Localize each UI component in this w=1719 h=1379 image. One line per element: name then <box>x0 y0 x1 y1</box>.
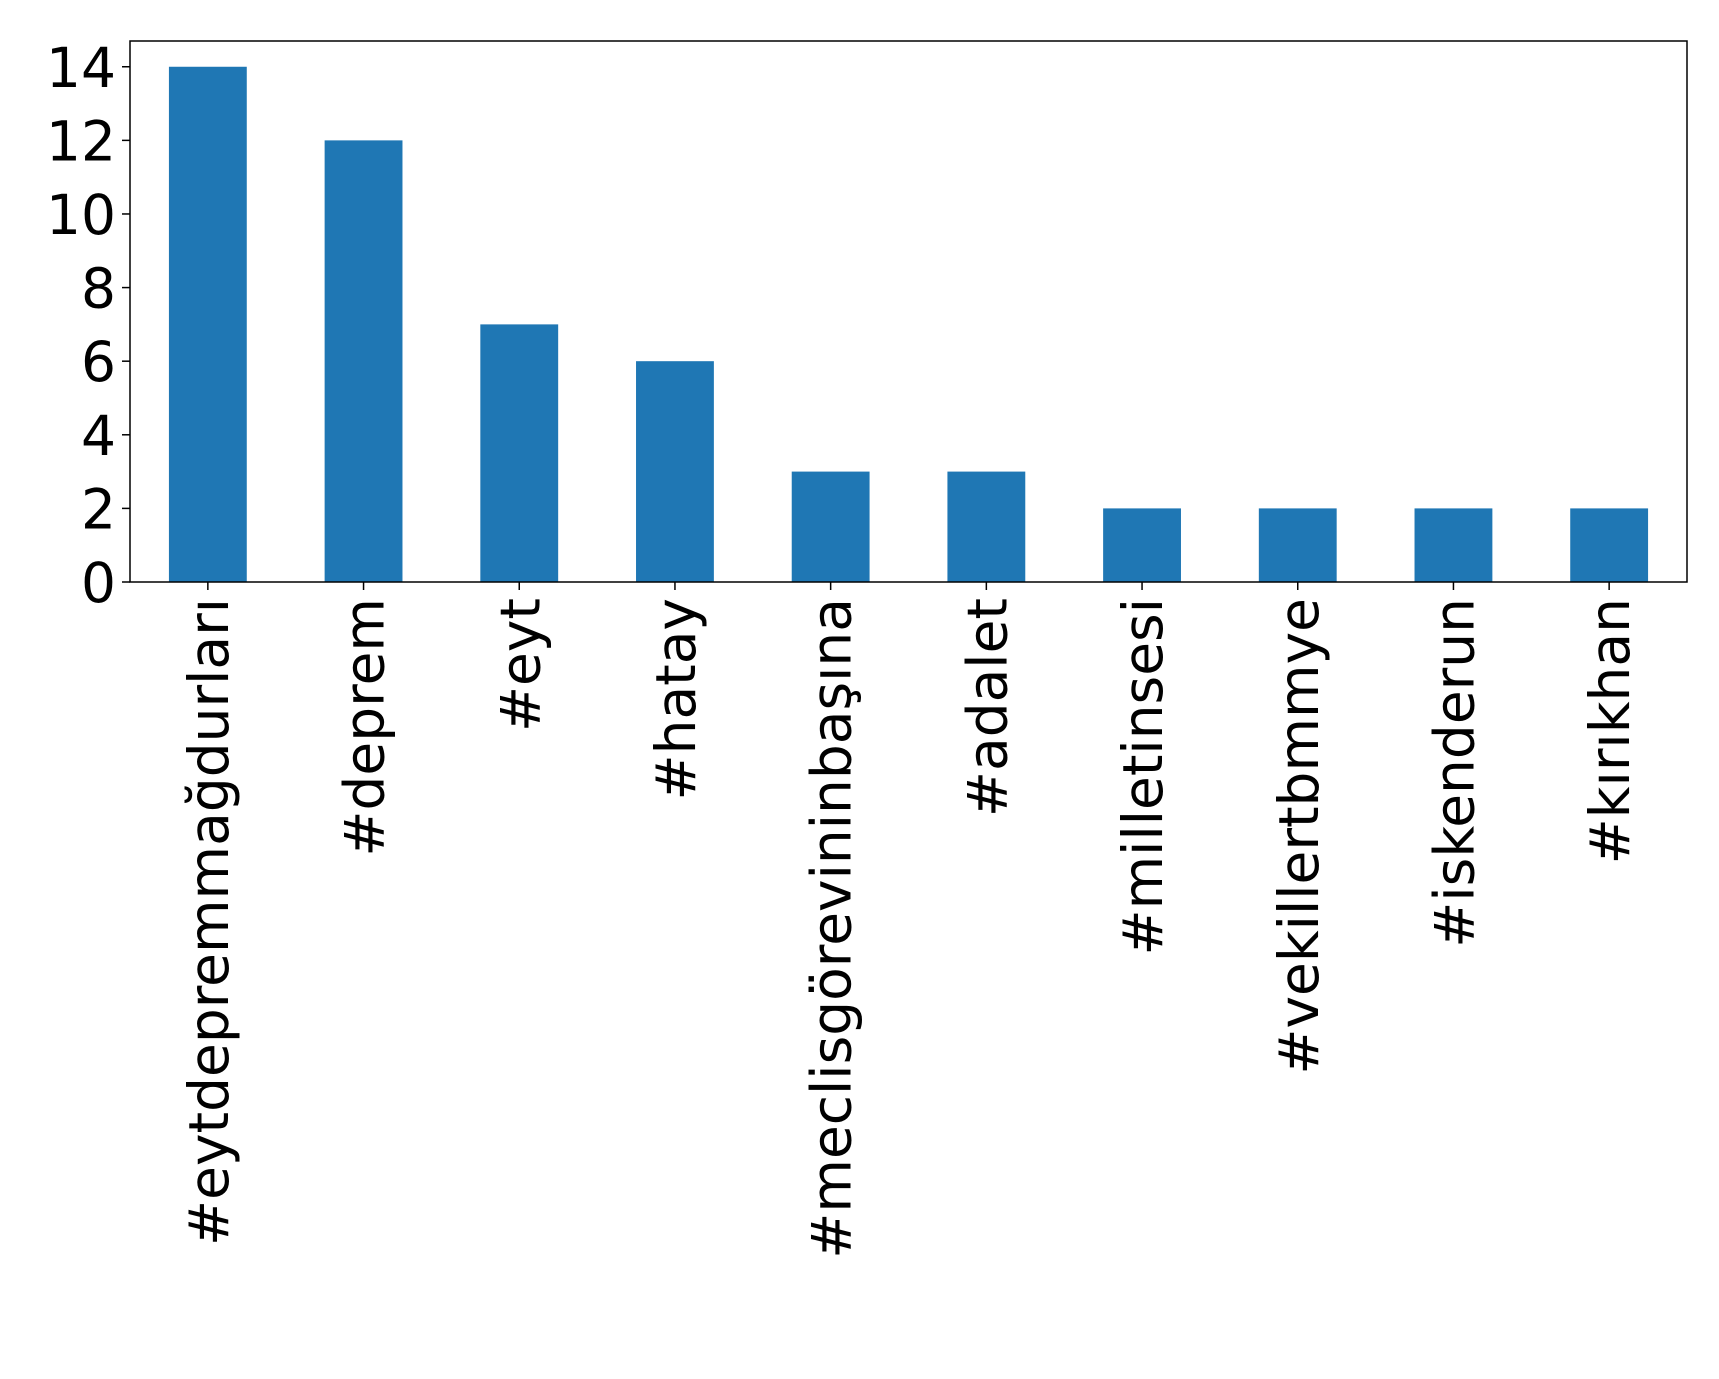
y-tick-label: 2 <box>81 477 116 541</box>
x-tick-label: #eyt <box>488 598 552 732</box>
x-tick-label: #vekillertbmmye <box>1267 598 1331 1075</box>
y-tick-label: 12 <box>46 109 116 173</box>
bar <box>324 140 403 582</box>
x-tick-label: #meclisgörevininbaşına <box>800 598 864 1259</box>
bar <box>480 324 559 582</box>
bar <box>1258 508 1337 582</box>
y-tick-label: 6 <box>81 330 116 394</box>
y-tick-label: 10 <box>46 183 116 247</box>
x-tick-label: #adalet <box>955 598 1019 817</box>
bar <box>1414 508 1493 582</box>
x-tick-label: #kırıkhan <box>1578 598 1642 864</box>
x-tick-label: #hatay <box>644 598 708 800</box>
y-tick-label: 4 <box>81 404 116 468</box>
bar <box>168 66 247 582</box>
bar <box>636 361 714 582</box>
bar <box>947 471 1026 582</box>
y-tick-label: 8 <box>81 257 116 321</box>
bar <box>1570 508 1649 582</box>
bar <box>1103 508 1181 582</box>
y-tick-label: 0 <box>81 551 116 615</box>
bar <box>791 471 870 582</box>
x-tick-label: #iskenderun <box>1422 598 1486 948</box>
x-tick-label: #eytdepremmağdurları <box>177 598 241 1246</box>
x-tick-label: #milletinsesi <box>1111 598 1175 955</box>
x-tick-label: #deprem <box>333 598 397 857</box>
plot-frame <box>129 40 1688 583</box>
y-tick-label: 14 <box>46 36 116 100</box>
